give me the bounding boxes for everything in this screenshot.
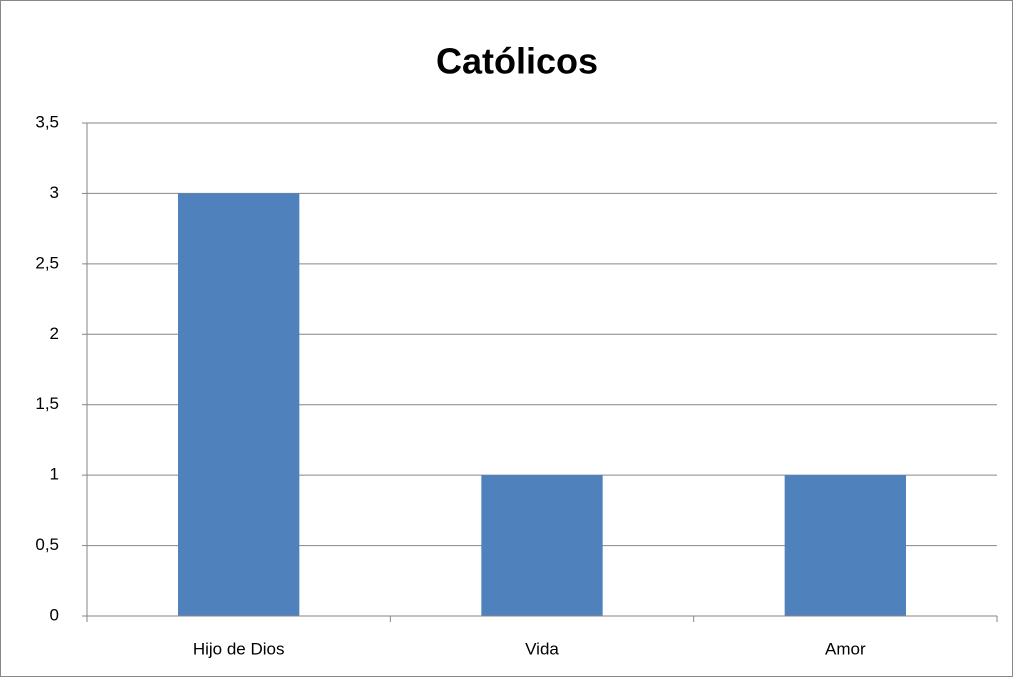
x-tick-label: Amor — [825, 639, 866, 658]
y-tick-label: 1,5 — [35, 394, 59, 413]
y-tick-label: 2 — [50, 324, 59, 343]
y-tick-label: 2,5 — [35, 253, 59, 272]
y-tick-label: 3,5 — [35, 112, 59, 131]
bar — [481, 475, 603, 616]
y-tick-label: 3 — [50, 183, 59, 202]
x-tick-label: Vida — [525, 639, 559, 658]
y-tick-label: 0,5 — [35, 535, 59, 554]
bar — [784, 475, 906, 616]
bar — [178, 193, 300, 616]
chart-title: Católicos — [436, 41, 598, 82]
y-tick-label: 1 — [50, 465, 59, 484]
y-tick-label: 0 — [50, 605, 59, 624]
x-tick-label: Hijo de Dios — [193, 639, 285, 658]
